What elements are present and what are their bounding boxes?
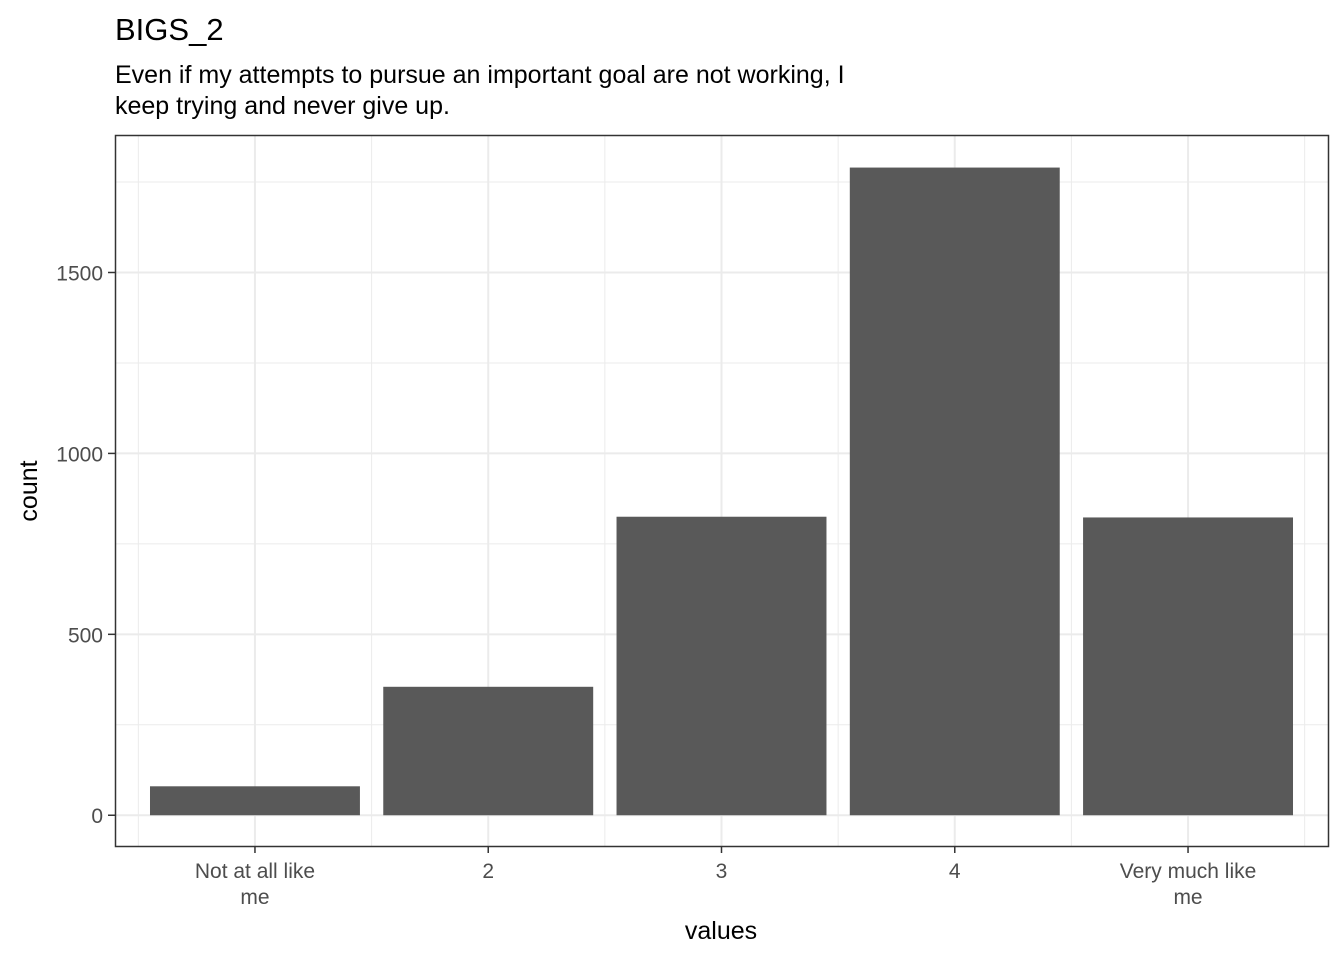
chart-title: BIGS_2 — [115, 12, 224, 47]
y-tick-label: 500 — [68, 624, 103, 647]
bars — [149, 167, 1294, 816]
x-tick-label: me — [1173, 886, 1202, 909]
x-tick-label: 4 — [949, 860, 961, 883]
chart-subtitle-line-2: keep trying and never give up. — [115, 92, 450, 120]
x-tick-label: Not at all like — [195, 860, 315, 883]
bar — [383, 686, 594, 816]
x-tick-label: Very much like — [1120, 860, 1257, 883]
bar — [1083, 517, 1294, 816]
y-tick-label: 0 — [91, 805, 103, 828]
bar — [616, 516, 827, 816]
x-tick-label: me — [240, 886, 269, 909]
x-axis-label: values — [685, 917, 757, 945]
y-axis-label: count — [15, 460, 43, 521]
x-tick-label: 3 — [716, 860, 728, 883]
y-axis: 0 500 1000 1500 — [56, 262, 115, 828]
x-tick-label: 2 — [482, 860, 494, 883]
x-axis: Not at all like me 2 3 4 Very much like me — [195, 846, 1256, 909]
bar — [849, 167, 1060, 816]
y-tick-label: 1500 — [56, 262, 103, 285]
y-tick-label: 1000 — [56, 443, 103, 466]
bar — [149, 786, 360, 816]
chart-subtitle-line-1: Even if my attempts to pursue an importa… — [115, 61, 845, 89]
